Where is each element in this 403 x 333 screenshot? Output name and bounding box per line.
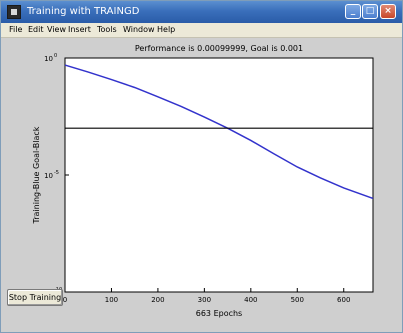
training-performance-chart: Performance is 0.00099999, Goal is 0.001… [32, 44, 374, 318]
x-axis-label: 663 Epochs [196, 309, 242, 318]
x-tick-label: 100 [105, 296, 118, 304]
y-tick-exponent: 0 [54, 53, 57, 59]
menu-edit[interactable]: Edit [28, 25, 44, 34]
x-tick-label: 500 [291, 296, 304, 304]
x-tick-label: 300 [198, 296, 211, 304]
x-tick-label: 200 [151, 296, 164, 304]
menu-file[interactable]: File [9, 25, 23, 34]
menu-help[interactable]: Help [157, 25, 176, 34]
y-tick-label: 10 [44, 55, 53, 63]
training-series-line [64, 64, 374, 200]
title-bar[interactable]: Training with TRAINGD _ □ × [1, 1, 402, 23]
y-axis-label: Training-Blue Goal-Black [32, 126, 41, 224]
maximize-button[interactable]: □ [362, 4, 378, 19]
close-button[interactable]: × [380, 4, 396, 19]
x-axis-ticks: 0 100 200 300 400 500 600 [63, 288, 350, 304]
chart-title: Performance is 0.00099999, Goal is 0.001 [135, 44, 303, 53]
x-tick-label: 400 [244, 296, 257, 304]
series-layer [64, 64, 374, 200]
menu-bar: File Edit View Insert Tools Window Help [1, 23, 402, 38]
menu-view[interactable]: View [47, 25, 66, 34]
stop-training-button[interactable]: Stop Training [7, 289, 63, 306]
minimize-button[interactable]: _ [345, 4, 361, 19]
x-tick-label: 0 [63, 296, 67, 304]
x-tick-label: 600 [337, 296, 350, 304]
window-title: Training with TRAINGD [27, 6, 140, 17]
menu-window[interactable]: Window [123, 25, 155, 34]
y-tick-label: 10 [44, 172, 53, 180]
menu-tools[interactable]: Tools [97, 25, 117, 34]
figure-canvas: Performance is 0.00099999, Goal is 0.001… [1, 38, 402, 332]
matlab-figure-icon [7, 5, 21, 19]
axes-box [64, 57, 374, 293]
menu-insert[interactable]: Insert [68, 25, 91, 34]
y-tick-exponent: -5 [54, 170, 59, 176]
